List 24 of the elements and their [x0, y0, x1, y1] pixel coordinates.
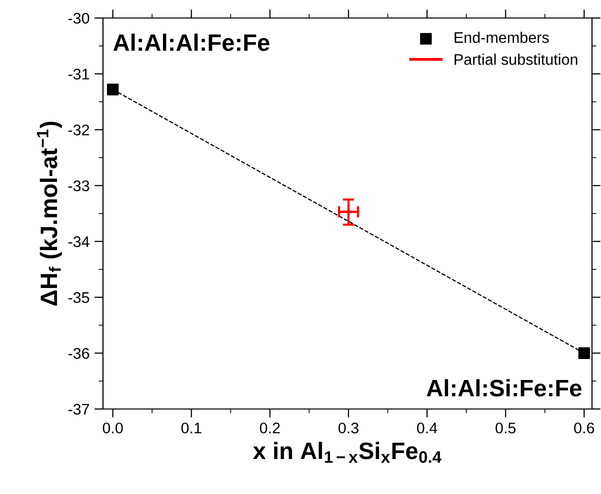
y-tick-label: -37 [68, 404, 90, 415]
legend-label: End-members [454, 32, 549, 43]
x-tick-label: 0.5 [496, 422, 516, 434]
y-tick-label: -31 [68, 68, 90, 80]
x-tick-label: 0.1 [181, 422, 202, 434]
x-tick-label: 0.2 [260, 422, 280, 434]
y-tick-label: -35 [68, 292, 90, 303]
annotation: Al:Al:Si:Fe:Fe [426, 379, 582, 397]
y-axis-title: ΔH$_{f}$ (kJ.mol-at$^{−1}$) [36, 122, 62, 306]
legend-label: Partial substitution [454, 54, 578, 65]
y-tick-label: -33 [68, 180, 90, 192]
x-tick-label: 0.6 [574, 422, 594, 434]
y-tick-label: -34 [68, 236, 90, 248]
x-tick-label: 0.3 [338, 422, 358, 434]
point [578, 347, 590, 359]
point [340, 204, 356, 220]
x-tick-label: 0.0 [102, 422, 123, 434]
x-axis-title: x in Al$_{1−x}$Si$_{x}$Fe$_{0.4}$ [252, 442, 442, 463]
y-tick-label: -36 [68, 348, 90, 359]
point [106, 84, 119, 96]
annotation: Al:Al:Al:Fe:Fe [113, 34, 270, 51]
y-tick-label: -32 [68, 124, 90, 136]
y-tick-label: -30 [68, 12, 90, 24]
x-tick-label: 0.4 [417, 422, 438, 434]
